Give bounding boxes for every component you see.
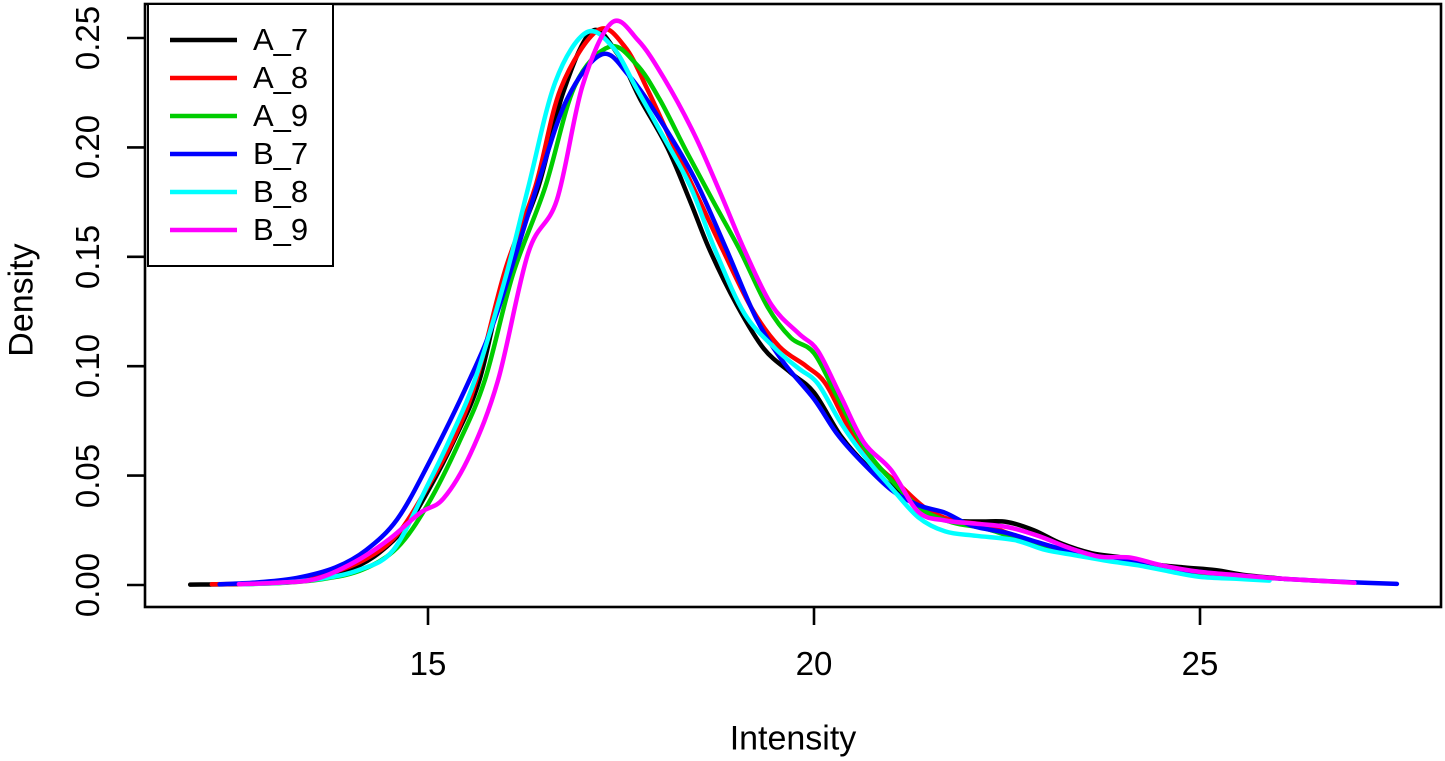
series-line-A_7	[187, 27, 1288, 587]
series-line-B_7	[217, 51, 1400, 587]
y-tick-label-0.20: 0.20	[69, 114, 106, 180]
legend-label-B_7: B_7	[253, 136, 309, 171]
series-line-B_8	[240, 28, 1272, 587]
y-tick-label-0.15: 0.15	[69, 224, 106, 290]
series-line-A_8	[209, 26, 1249, 587]
x-tick-label-25: 25	[1181, 645, 1219, 682]
legend-box	[147, 3, 334, 267]
y-axis-title: Density	[2, 243, 41, 357]
y-tick-label-0.10: 0.10	[69, 333, 106, 399]
legend-label-B_9: B_9	[253, 212, 309, 247]
series-line-B_9	[236, 18, 1357, 587]
legend-label-A_7: A_7	[253, 22, 309, 57]
x-axis-title: Intensity	[729, 719, 857, 758]
plot-border	[143, 2, 1443, 609]
legend-label-A_8: A_8	[253, 60, 309, 95]
x-tick-label-15: 15	[409, 645, 447, 682]
y-tick-label-0.05: 0.05	[69, 443, 106, 509]
y-tick-label-0.25: 0.25	[69, 5, 106, 71]
legend-label-A_9: A_9	[253, 98, 309, 133]
legend-label-B_8: B_8	[253, 174, 309, 209]
y-tick-label-0.00: 0.00	[69, 552, 106, 618]
x-tick-label-20: 20	[795, 645, 833, 682]
